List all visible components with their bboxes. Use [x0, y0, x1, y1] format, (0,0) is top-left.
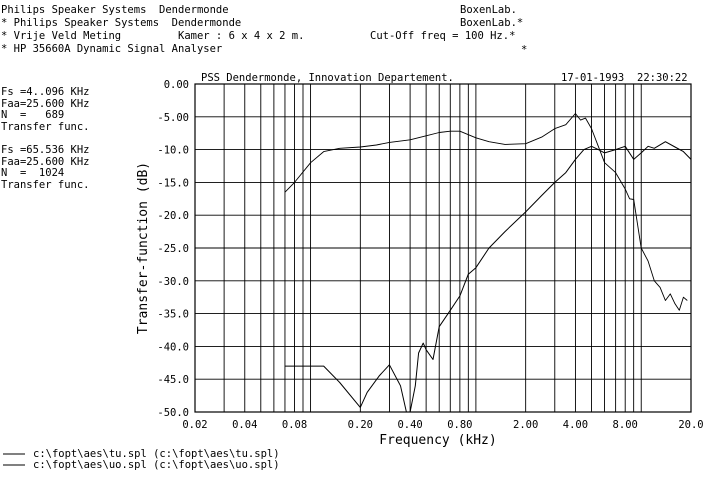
x-tick-label: 0.80 [447, 419, 472, 431]
params-block-1: Fs =4..096 KHz Faa=25.600 KHz N = 689 Tr… [1, 86, 90, 133]
y-tick-label: -5.00 [157, 112, 189, 124]
y-tick-label: -15.0 [157, 177, 189, 189]
header-star: * [521, 44, 528, 56]
plot-frame [194, 83, 692, 413]
header-boxenlab-1: BoxenLab. [460, 4, 517, 16]
chart-date: 17-01-1993 [561, 72, 624, 84]
x-tick-label: 0.40 [397, 419, 422, 431]
chart-time: 22:30:22 [637, 72, 688, 84]
x-tick-label: 8.00 [613, 419, 638, 431]
x-tick-label: 2.00 [513, 419, 538, 431]
header-line-1: Philips Speaker Systems Dendermonde [1, 4, 229, 16]
param-func: Transfer func. [1, 120, 90, 133]
y-tick-label: -35.0 [157, 309, 189, 321]
header-line-3: * Vrije Veld Meting [1, 30, 122, 42]
tick-labels: 0.00 -5.00 -10.0 -15.0 -20.0 -25.0 -30.0 -35.0 -… [157, 79, 703, 431]
param-fs: Fs =4..096 KHz [1, 86, 90, 98]
x-tick-label: 20.0 [678, 419, 703, 431]
y-tick-label: -30.0 [157, 276, 189, 288]
x-tick-label: 0.04 [232, 419, 257, 431]
series-group [284, 113, 692, 413]
param-func: Transfer func. [1, 178, 90, 191]
series-line-2 [285, 141, 692, 413]
legend-label: c:\fopt\aes\tu.spl (c:\fopt\aes\tu.spl) [33, 448, 280, 460]
param-n: N = 1024 [1, 167, 65, 179]
y-tick-label: 0.00 [164, 79, 189, 91]
params-block-2: Fs =65.536 KHz Faa=25.600 KHz N = 1024 T… [1, 144, 90, 191]
header-boxenlab-2: BoxenLab.* [460, 17, 524, 29]
y-axis-label: Transfer-function (dB) [136, 162, 151, 334]
x-tick-label: 0.20 [348, 419, 373, 431]
header-line-4: * HP 35660A Dynamic Signal Analyser [1, 43, 223, 55]
header-cutoff: Cut-Off freq = 100 Hz.* [370, 30, 516, 42]
legend: c:\fopt\aes\tu.spl (c:\fopt\aes\tu.spl)c… [3, 448, 280, 471]
param-faa: Faa=25.600 KHz [1, 97, 90, 110]
y-tick-label: -40.0 [157, 341, 189, 353]
y-tick-label: -25.0 [157, 243, 189, 255]
grid [195, 83, 691, 413]
y-tick-label: -10.0 [157, 145, 189, 157]
chart-title: PSS Dendermonde, Innovation Departement. [201, 72, 454, 84]
x-tick-label: 0.08 [282, 419, 307, 431]
header-line-2: * Philips Speaker Systems Dendermonde [1, 17, 242, 29]
series-line-1 [284, 113, 688, 311]
x-axis-label: Frequency (kHz) [379, 433, 496, 448]
y-tick-label: -50.0 [157, 407, 189, 419]
param-fs: Fs =65.536 KHz [1, 144, 90, 156]
header-kamer: Kamer : 6 x 4 x 2 m. [178, 30, 305, 42]
param-faa: Faa=25.600 KHz [1, 155, 90, 168]
x-tick-label: 4.00 [563, 419, 588, 431]
x-tick-label: 0.02 [182, 419, 207, 431]
legend-label: c:\fopt\aes\uo.spl (c:\fopt\aes\uo.spl) [33, 459, 280, 471]
y-tick-label: -45.0 [157, 374, 189, 386]
y-tick-label: -20.0 [157, 210, 189, 222]
param-n: N = 689 [1, 109, 65, 121]
